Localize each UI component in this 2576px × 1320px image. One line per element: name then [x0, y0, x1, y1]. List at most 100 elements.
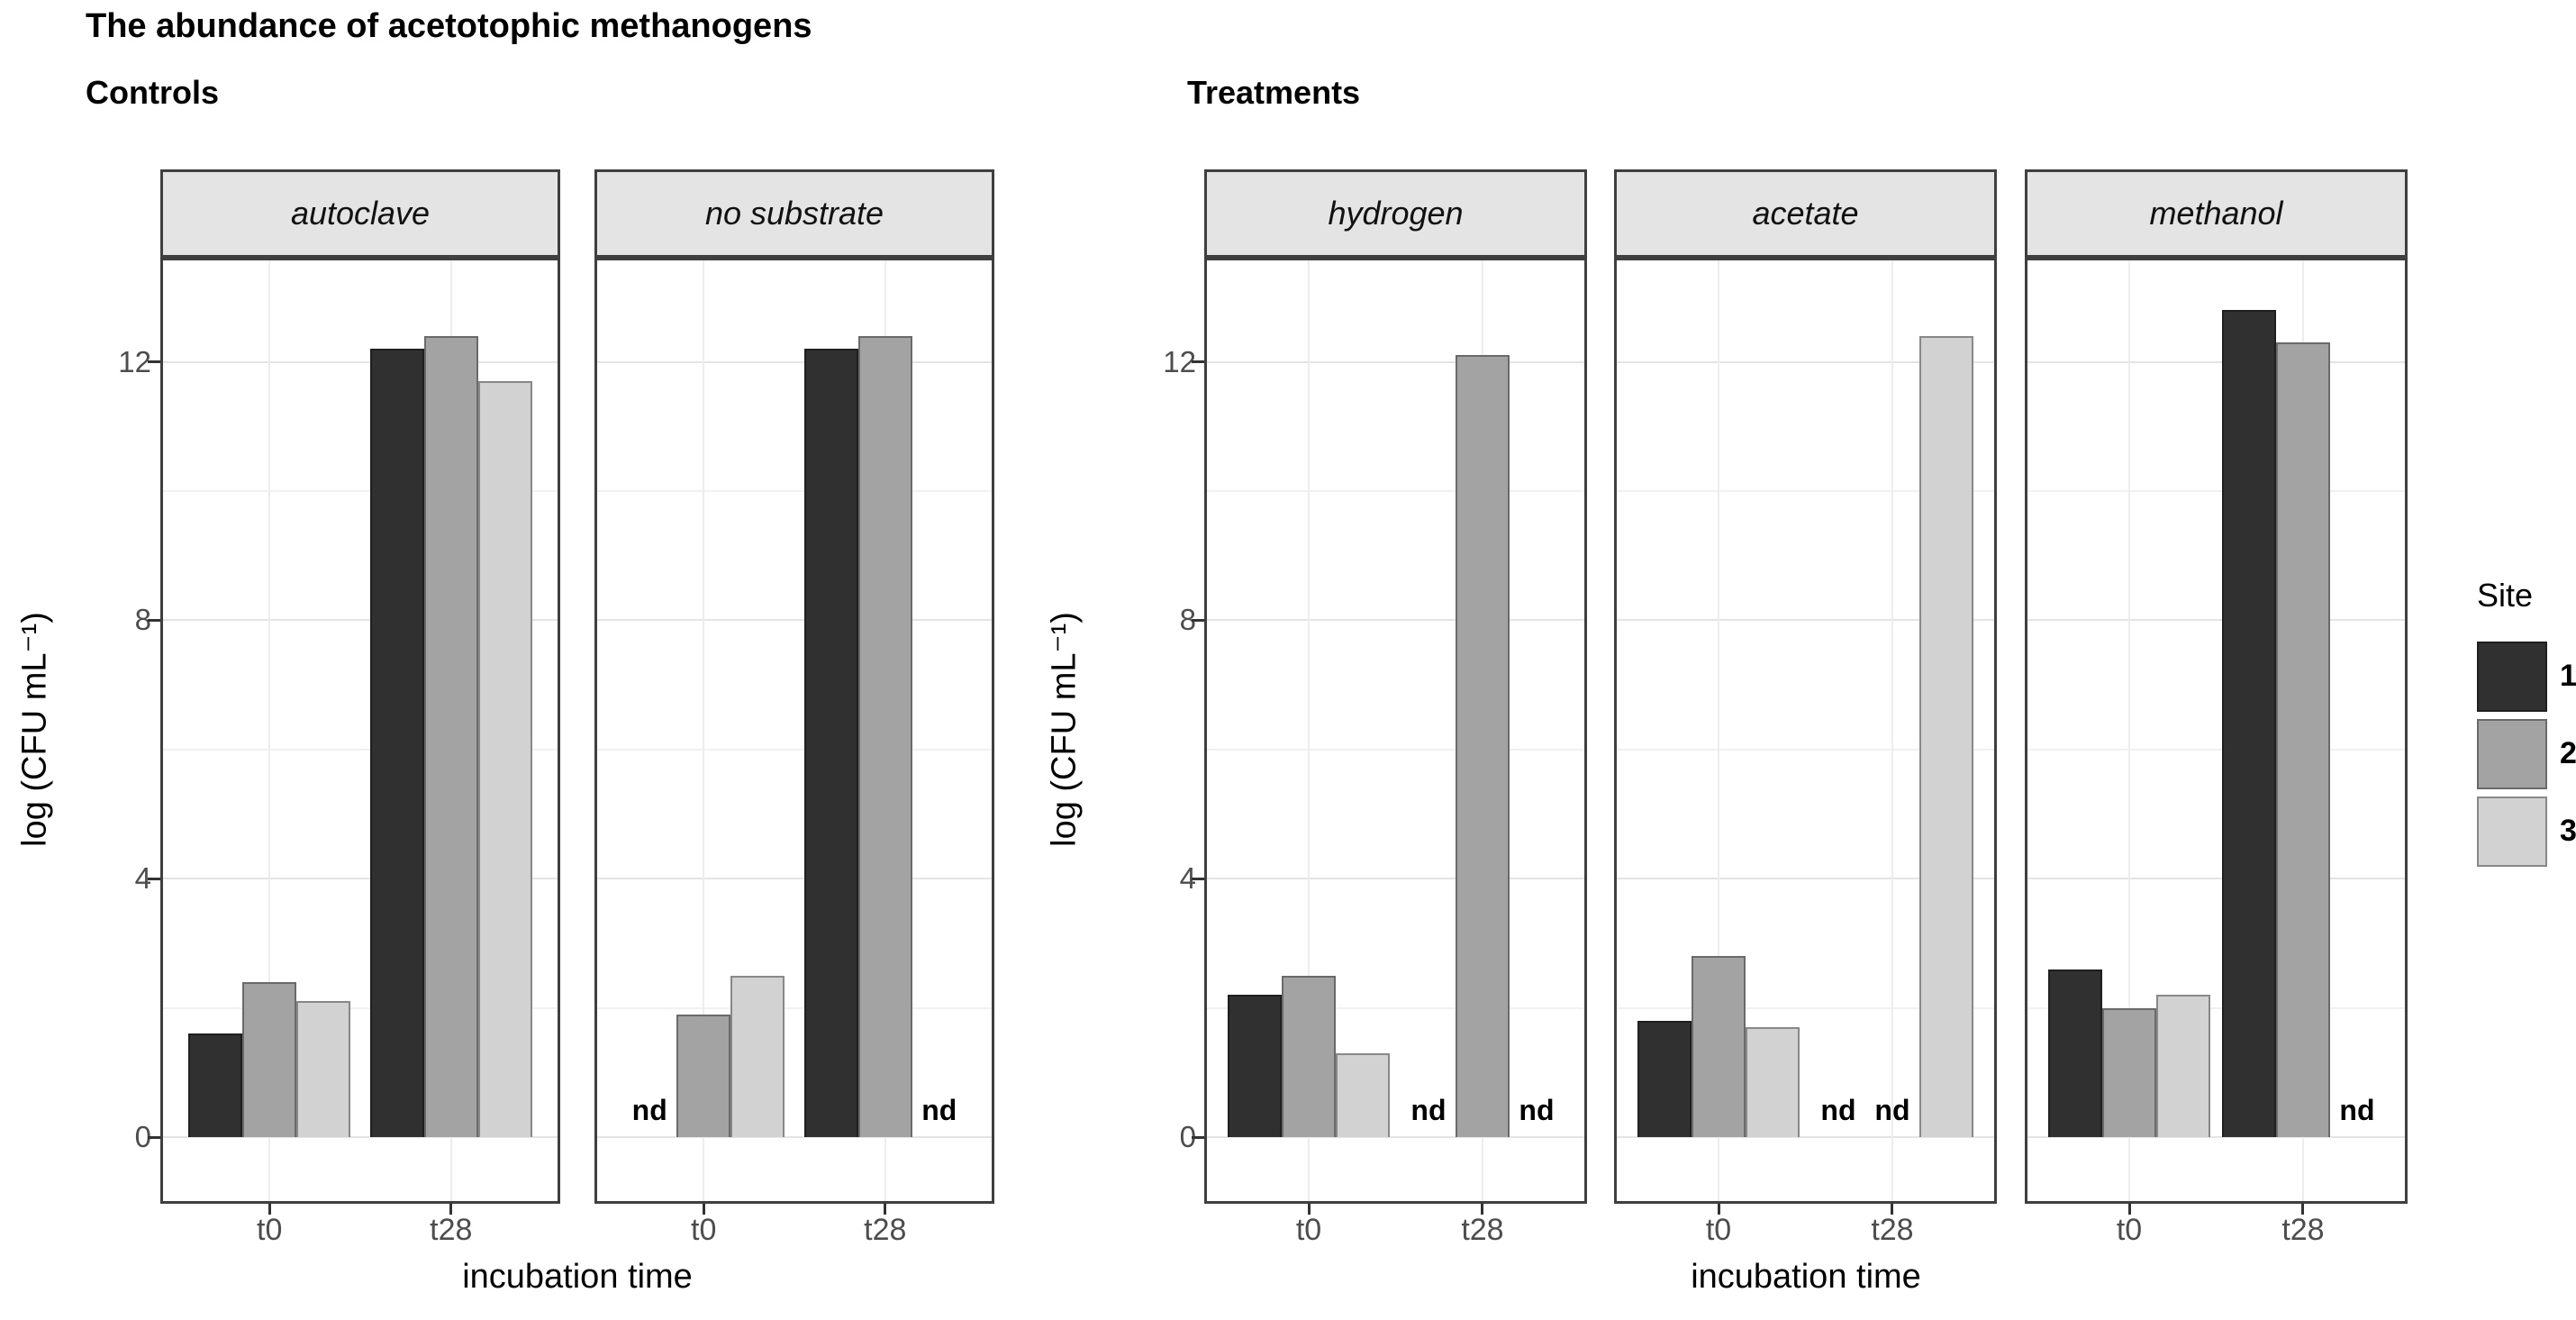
x-axis-title: incubation time [1691, 1258, 1921, 1296]
x-tick-mark [2301, 1204, 2305, 1215]
gridline-major [1617, 878, 1994, 880]
bar-site1-t28 [803, 349, 858, 1137]
y-tick-label: 8 [134, 603, 151, 637]
x-tick-label: t28 [2281, 1213, 2325, 1247]
gridline-vertical [1718, 260, 1720, 1201]
bar-site3-t0 [1746, 1027, 1800, 1137]
bar-site3-t0 [1336, 1053, 1391, 1137]
gridline-minor [597, 1006, 992, 1009]
gridline-vertical [1891, 260, 1893, 1201]
facet-strip-methanol: methanol [2025, 169, 2408, 258]
facet-strip-label: methanol [2149, 195, 2283, 232]
bar-site2-t0 [242, 982, 297, 1137]
nd-label: nd [921, 1094, 957, 1126]
x-tick-mark [1307, 1204, 1311, 1215]
bar-site3-t0 [730, 976, 785, 1137]
bar-site3-t0 [296, 1001, 351, 1137]
gridline-minor [2027, 748, 2405, 751]
y-tick-label: 4 [134, 861, 151, 896]
gridline-major [597, 878, 992, 880]
bar-site1-t0 [1228, 995, 1283, 1137]
bar-site3-t28 [477, 381, 532, 1137]
gridline-minor [163, 1006, 558, 1009]
facet-strip-autoclave: autoclave [160, 169, 560, 258]
bar-site2-t0 [1282, 976, 1337, 1137]
legend-label-site1: 1 [2560, 659, 2576, 693]
x-tick-mark [1891, 1204, 1894, 1215]
gridline-vertical [703, 260, 705, 1201]
chart-title: The abundance of acetotophic methanogens [86, 7, 812, 45]
y-tick-mark [148, 1135, 160, 1139]
facet-strip-label: hydrogen [1328, 195, 1464, 232]
gridline-major [597, 619, 992, 622]
facet-strip-acetate: acetate [1614, 169, 1997, 258]
gridline-major [163, 360, 558, 363]
x-tick-label: t0 [257, 1213, 283, 1247]
nd-label: nd [2339, 1094, 2375, 1126]
facet-strip-hydrogen: hydrogen [1204, 169, 1587, 258]
x-tick-label: t28 [1461, 1213, 1504, 1247]
gridline-major [1617, 1136, 1994, 1138]
gridline-vertical [2128, 260, 2131, 1201]
x-tick-mark [2127, 1204, 2131, 1215]
x-tick-label: t0 [2116, 1213, 2143, 1247]
bar-site2-t0 [2102, 1008, 2157, 1137]
y-tick-mark [1192, 618, 1204, 622]
x-tick-mark [449, 1204, 453, 1215]
y-tick-label: 12 [1163, 344, 1196, 378]
facet-panel-no-substrate [594, 258, 994, 1204]
gridline-minor [1207, 748, 1584, 751]
y-tick-mark [1192, 1135, 1204, 1139]
gridline-major [1207, 1136, 1584, 1138]
legend-label-site2: 2 [2560, 736, 2576, 770]
gridline-major [2027, 878, 2405, 880]
gridline-minor [597, 748, 992, 751]
gridline-minor [2027, 1006, 2405, 1009]
x-tick-label: t0 [1705, 1213, 1732, 1247]
y-tick-label: 4 [1179, 861, 1196, 896]
gridline-major [597, 1136, 992, 1138]
gridline-major [1207, 619, 1584, 622]
gridline-major [163, 619, 558, 622]
y-axis-title: log (CFU mL⁻¹) [1045, 612, 1084, 847]
x-tick-mark [884, 1204, 887, 1215]
x-tick-label: t28 [430, 1213, 473, 1247]
gridline-vertical [1308, 260, 1311, 1201]
gridline-minor [2027, 490, 2405, 492]
bar-site2-t0 [1692, 956, 1746, 1137]
y-tick-label: 0 [1179, 1120, 1196, 1153]
x-tick-label: t28 [864, 1213, 907, 1247]
nd-label: nd [1410, 1094, 1447, 1126]
gridline-minor [1617, 490, 1994, 492]
gridline-major [2027, 1136, 2405, 1138]
gridline-major [163, 1136, 558, 1138]
y-tick-mark [148, 360, 160, 364]
gridline-minor [163, 748, 558, 751]
bar-site1-t0 [188, 1033, 243, 1137]
gridline-major [1207, 878, 1584, 880]
bar-site2-t28 [2275, 342, 2330, 1137]
legend-key-site1 [2477, 642, 2547, 712]
bar-site2-t0 [676, 1015, 731, 1137]
gridline-minor [1617, 1006, 1994, 1009]
x-tick-mark [268, 1204, 271, 1215]
gridline-major [2027, 619, 2405, 622]
y-tick-label: 12 [118, 344, 151, 378]
gridline-vertical [268, 260, 271, 1201]
legend-key-site2 [2477, 719, 2547, 789]
bar-site2-t28 [423, 336, 478, 1137]
facet-strip-label: autoclave [290, 195, 431, 232]
y-axis-title: log (CFU mL⁻¹) [15, 612, 54, 847]
gridline-minor [1207, 490, 1584, 492]
gridline-major [1617, 360, 1994, 363]
gridline-major [2027, 360, 2405, 363]
y-tick-mark [1192, 877, 1204, 880]
section-label-treatments: Treatments [1187, 74, 1361, 111]
y-tick-mark [1192, 360, 1204, 364]
gridline-major [1617, 619, 1994, 622]
gridline-minor [597, 490, 992, 492]
y-tick-mark [148, 618, 160, 622]
bar-site1-t0 [1637, 1021, 1692, 1137]
legend-key-site3 [2477, 797, 2547, 867]
